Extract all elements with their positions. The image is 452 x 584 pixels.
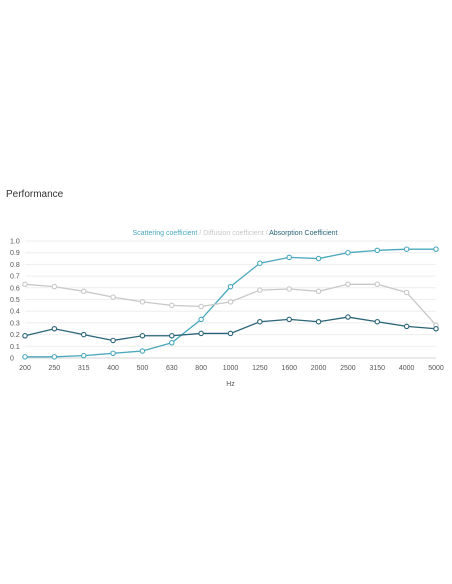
data-point[interactable] (315, 288, 322, 295)
data-point[interactable] (403, 289, 410, 296)
y-tick-label: 0.2 (10, 332, 20, 339)
x-tick-label: 4000 (399, 365, 415, 372)
data-point[interactable] (80, 352, 87, 359)
data-point[interactable] (315, 318, 322, 325)
x-tick-label: 2000 (311, 365, 327, 372)
legend-item[interactable]: Absorption Coefficient (269, 230, 337, 237)
series-layer (22, 246, 439, 360)
data-point[interactable] (433, 325, 439, 332)
data-point[interactable] (374, 318, 381, 325)
data-point[interactable] (198, 303, 204, 310)
data-point[interactable] (198, 316, 204, 323)
data-point[interactable] (169, 302, 175, 309)
y-tick-label: 0.9 (10, 250, 20, 257)
x-tick-label: 800 (195, 365, 207, 372)
x-tick-label: 630 (166, 365, 178, 372)
series (22, 246, 439, 360)
data-point[interactable] (51, 283, 58, 290)
data-point[interactable] (286, 254, 292, 261)
data-point[interactable] (374, 281, 381, 288)
y-tick-label: 1.0 (10, 239, 20, 246)
data-point[interactable] (22, 333, 28, 339)
legend-separator: / (197, 230, 203, 237)
legend-item[interactable]: Diffusion coefficient (203, 230, 263, 237)
y-tick-label: 0.5 (10, 297, 20, 304)
data-point[interactable] (110, 294, 116, 300)
data-point[interactable] (80, 331, 87, 338)
x-tick-label: 315 (78, 365, 90, 372)
data-point[interactable] (345, 249, 351, 256)
data-point[interactable] (169, 340, 175, 346)
data-point[interactable] (257, 318, 263, 325)
data-point[interactable] (51, 354, 58, 360)
data-point[interactable] (22, 354, 28, 360)
x-tick-label: 1000 (223, 365, 239, 372)
data-point[interactable] (433, 246, 439, 252)
data-point[interactable] (110, 350, 116, 357)
y-tick-label: 0.1 (10, 344, 20, 351)
x-tick-label: 200 (19, 365, 31, 372)
data-point[interactable] (286, 286, 292, 292)
data-point[interactable] (257, 287, 263, 293)
data-point[interactable] (139, 348, 146, 354)
legend-text: Scattering coefficient / Diffusion coeff… (133, 230, 338, 237)
legend-item[interactable]: Scattering coefficient (133, 230, 198, 237)
data-point[interactable] (227, 299, 234, 305)
data-point[interactable] (257, 260, 263, 266)
section-title: Performance (6, 189, 64, 200)
series-line (24, 283, 437, 326)
data-point[interactable] (169, 333, 175, 339)
data-point[interactable] (80, 288, 87, 295)
data-point[interactable] (198, 330, 204, 337)
y-tick-label: 0 (10, 356, 14, 363)
y-tick-label: 0.3 (10, 320, 20, 327)
data-point[interactable] (345, 281, 351, 288)
data-point[interactable] (286, 316, 292, 323)
chart-legend: Scattering coefficient / Diffusion coeff… (133, 230, 338, 237)
data-point[interactable] (139, 299, 146, 305)
x-axis-ticks: 200 250 315 400 500 630 800 1000 1250 1600 2000 250… (19, 365, 444, 372)
data-point[interactable] (227, 330, 234, 337)
x-tick-label: 500 (137, 365, 149, 372)
grid-lines (25, 240, 436, 359)
data-point[interactable] (403, 246, 410, 252)
y-tick-label: 0.4 (10, 309, 20, 316)
series (22, 314, 439, 344)
x-tick-label: 3150 (369, 365, 385, 372)
x-axis-label: Hz (226, 381, 235, 388)
data-point[interactable] (345, 314, 351, 320)
x-tick-label: 250 (49, 365, 61, 372)
y-axis-ticks: 0 0.1 0.2 0.3 0.4 0.5 0.6 0.7 0.8 0.9 1.0 (10, 239, 20, 363)
x-tick-label: 400 (107, 365, 119, 372)
legend-separator: / (264, 230, 269, 237)
x-tick-label: 1600 (281, 365, 297, 372)
y-tick-label: 0.8 (10, 262, 20, 269)
data-point[interactable] (374, 247, 381, 254)
data-point[interactable] (227, 283, 234, 290)
data-point[interactable] (403, 323, 410, 330)
data-point[interactable] (22, 281, 28, 288)
y-tick-label: 0.6 (10, 285, 20, 292)
x-tick-label: 5000 (428, 365, 444, 372)
y-tick-label: 0.7 (10, 274, 20, 281)
x-tick-label: 1250 (252, 365, 268, 372)
data-point[interactable] (51, 325, 58, 332)
series (22, 281, 439, 328)
x-tick-label: 2500 (340, 365, 356, 372)
series-line (24, 316, 437, 342)
data-point[interactable] (315, 255, 322, 262)
data-point[interactable] (110, 337, 116, 344)
data-point[interactable] (139, 333, 146, 339)
